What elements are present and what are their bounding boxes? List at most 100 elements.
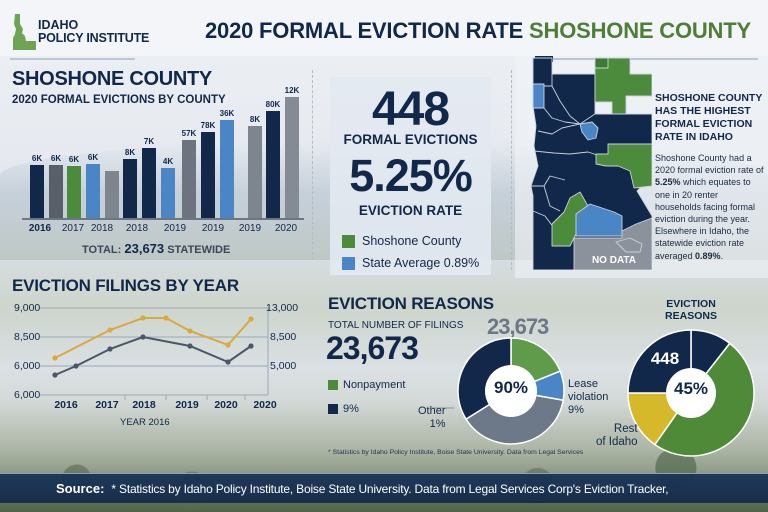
header-wash: [0, 0, 768, 56]
bar: [285, 97, 299, 220]
line-point: [73, 363, 79, 369]
idaho-state-icon: [13, 14, 36, 50]
legend-label: Nonpayment: [343, 379, 406, 391]
filings-heading: EVICTION FILINGS BY YEAR: [12, 276, 239, 295]
line-point: [140, 334, 146, 340]
header-rule-right: [553, 58, 758, 60]
line-point: [140, 315, 146, 321]
filings-line-chart: [40, 307, 269, 400]
bar: [123, 159, 137, 220]
bar-value-label: 7K: [143, 137, 155, 146]
bar-value-label: 36K: [219, 109, 235, 118]
line-point: [52, 372, 58, 378]
county-heading: SHOSHONE COUNTY: [12, 68, 212, 90]
bar-value-label: 6K: [31, 154, 43, 163]
bar-x-label: 2019: [201, 223, 225, 234]
line-point: [187, 328, 193, 334]
donut-2-title: EVICTION REASONS: [665, 298, 717, 322]
y-left-tick: 6,000: [14, 389, 41, 401]
x-tick: 2017: [95, 399, 119, 411]
map-note: SHOSHONE COUNTY HAS THE HIGHEST FORMAL E…: [655, 92, 765, 262]
bar-x-label: 2019: [238, 223, 262, 234]
bar-x-label: 2018: [125, 223, 149, 234]
logo: IDAHO POLICY INSTITUTE: [12, 14, 149, 50]
footnote: * Statistics by Idaho Policy Institute, …: [328, 449, 584, 456]
map-note-body: Shoshone County had a 2020 formal evicti…: [655, 152, 765, 262]
line-point: [225, 342, 231, 348]
y-left-tick: 9,000: [14, 302, 41, 314]
map-note-rate: 5.25%: [655, 177, 681, 188]
donut-charts: [432, 329, 755, 457]
bar-x-label: 2017: [61, 223, 85, 234]
map-note-heading: SHOSHONE COUNTY HAS THE HIGHEST FORMAL E…: [655, 92, 763, 143]
bar-value-label: 57K: [181, 129, 197, 138]
legend-label: State Average 0.89%: [362, 256, 480, 270]
y-right-tick: 13,000: [266, 302, 299, 314]
donut-2-label-rest: Rest of Idaho: [596, 423, 638, 448]
bar-value-label: 6K: [87, 153, 99, 162]
bar-x-label: 2016: [28, 223, 52, 234]
line-point: [52, 355, 58, 361]
logo-text: IDAHO POLICY INSTITUTE: [38, 19, 149, 45]
total-filings-label: TOTAL NUMBER OF FILINGS: [328, 320, 464, 331]
x-tick: 2020: [214, 399, 238, 411]
bar-value-label: 4K: [162, 157, 174, 166]
idaho-county-map: NO DATA: [530, 57, 652, 270]
legend-nonpayment: Nonpayment: [328, 379, 405, 391]
donut-1-label-lease: Lease violation 9%: [568, 378, 609, 416]
map-note-text: Shoshone County had a 2020 formal evicti…: [655, 153, 764, 176]
line-point: [225, 359, 231, 365]
bar: [201, 132, 215, 220]
y-left-tick: 8,500: [14, 331, 41, 343]
no-data-label: NO DATA: [592, 255, 636, 266]
county-subheading: 2020 FORMAL EVICTIONS BY COUNTY: [12, 94, 226, 106]
x-tick: 2019: [175, 399, 199, 411]
map-note-text: which equates to one in 20 renter househ…: [655, 177, 756, 261]
y-right-tick: 5,000: [270, 360, 297, 372]
donut-2-hole: [666, 368, 716, 418]
bar-value-label: 80K: [265, 100, 281, 109]
legend-label: 9%: [343, 403, 359, 415]
total-prefix: TOTAL:: [82, 244, 125, 256]
title-main: 2020 FORMAL EVICTION RATE: [205, 18, 530, 43]
title-accent: SHOSHONE COUNTY: [529, 18, 751, 43]
formal-evictions-value: 448: [371, 83, 450, 136]
donut-top-value: 23,673: [487, 314, 549, 339]
bar-value-label: 8K: [249, 115, 261, 124]
bar: [248, 126, 262, 220]
line-point: [248, 316, 254, 322]
map-note-text: .: [720, 250, 724, 261]
map-note-avg: 0.89%: [695, 250, 721, 261]
bar: [49, 165, 63, 220]
bar-value-label: 6K: [50, 154, 62, 163]
donut-2-center: 45%: [673, 379, 709, 398]
source-text: * Statistics by Idaho Policy Institute, …: [111, 481, 669, 496]
total-suffix: STATEWIDE: [164, 244, 231, 256]
donut-1-label-other: Other 1%: [418, 405, 446, 430]
line-point: [187, 343, 193, 349]
line-point: [107, 346, 113, 352]
x-tick: 2018: [132, 399, 156, 411]
bar: [67, 166, 81, 220]
donut-1-center: 90%: [493, 378, 529, 397]
legend-shoshone: Shoshone County: [342, 234, 461, 248]
x-axis-title: YEAR 2016: [120, 417, 170, 428]
bar-value-label: 78K: [200, 121, 216, 130]
formal-evictions-label: FORMAL EVICTIONS: [343, 132, 478, 147]
eviction-rate-label: EVICTION RATE: [358, 203, 463, 218]
total-filings-value: 23,673: [326, 330, 419, 366]
logo-line-2: POLICY INSTITUTE: [38, 31, 150, 45]
line-point: [248, 343, 254, 349]
county-bar-chart: 6K 6K 6K 6K 8K 7K 4K 57K 78K 36K 8K 80K 12K: [22, 86, 304, 220]
total-statewide: TOTAL: 23,673 STATEWIDE: [82, 241, 230, 256]
bar-value-label: 6K: [68, 155, 80, 164]
legend-state-average: State Average 0.89%: [342, 256, 479, 270]
legend-swatch-green: [328, 380, 338, 390]
page-title: 2020 FORMAL EVICTION RATE SHOSHONE COUNT…: [205, 18, 751, 44]
legend-swatch-green: [342, 234, 355, 248]
donut-1-hole: [485, 365, 537, 417]
source-bar: Source: * Statistics by Idaho Policy Ins…: [0, 473, 768, 503]
bar: [161, 168, 175, 220]
bar: [30, 165, 44, 220]
bar: [266, 111, 280, 220]
